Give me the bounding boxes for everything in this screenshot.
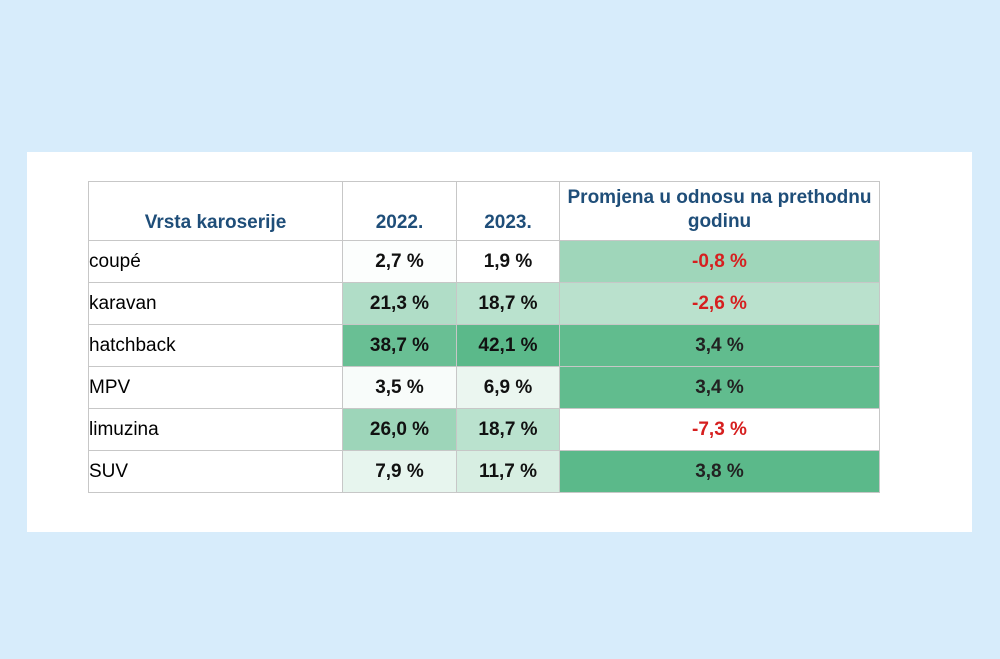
cell-2022: 2,7 % — [342, 240, 457, 283]
cell-body-type: SUV — [88, 450, 343, 493]
cell-2023: 42,1 % — [456, 324, 560, 367]
cell-2022: 26,0 % — [342, 408, 457, 451]
table-row: limuzina 26,0 % 18,7 % -7,3 % — [88, 408, 880, 451]
cell-change: -0,8 % — [559, 240, 880, 283]
cell-change: -2,6 % — [559, 282, 880, 325]
header-body-type: Vrsta karoserije — [88, 181, 343, 241]
header-change: Promjena u odnosu na prethodnu godinu — [559, 181, 880, 241]
table-panel: Vrsta karoserije 2022. 2023. Promjena u … — [27, 152, 972, 532]
cell-2022: 21,3 % — [342, 282, 457, 325]
cell-change: -7,3 % — [559, 408, 880, 451]
cell-change: 3,4 % — [559, 366, 880, 409]
cell-2023: 1,9 % — [456, 240, 560, 283]
table-row: hatchback 38,7 % 42,1 % 3,4 % — [88, 324, 880, 367]
cell-2023: 18,7 % — [456, 408, 560, 451]
table-row: MPV 3,5 % 6,9 % 3,4 % — [88, 366, 880, 409]
cell-body-type: limuzina — [88, 408, 343, 451]
header-2022: 2022. — [342, 181, 457, 241]
cell-body-type: karavan — [88, 282, 343, 325]
cell-2022: 38,7 % — [342, 324, 457, 367]
cell-body-type: coupé — [88, 240, 343, 283]
cell-body-type: hatchback — [88, 324, 343, 367]
cell-2022: 3,5 % — [342, 366, 457, 409]
cell-2023: 18,7 % — [456, 282, 560, 325]
body-type-table: Vrsta karoserije 2022. 2023. Promjena u … — [88, 181, 880, 493]
cell-2023: 6,9 % — [456, 366, 560, 409]
cell-change: 3,8 % — [559, 450, 880, 493]
header-row: Vrsta karoserije 2022. 2023. Promjena u … — [88, 181, 880, 241]
table-row: coupé 2,7 % 1,9 % -0,8 % — [88, 240, 880, 283]
table-row: karavan 21,3 % 18,7 % -2,6 % — [88, 282, 880, 325]
table-row: SUV 7,9 % 11,7 % 3,8 % — [88, 450, 880, 493]
cell-body-type: MPV — [88, 366, 343, 409]
cell-2023: 11,7 % — [456, 450, 560, 493]
cell-change: 3,4 % — [559, 324, 880, 367]
header-2023: 2023. — [456, 181, 560, 241]
cell-2022: 7,9 % — [342, 450, 457, 493]
